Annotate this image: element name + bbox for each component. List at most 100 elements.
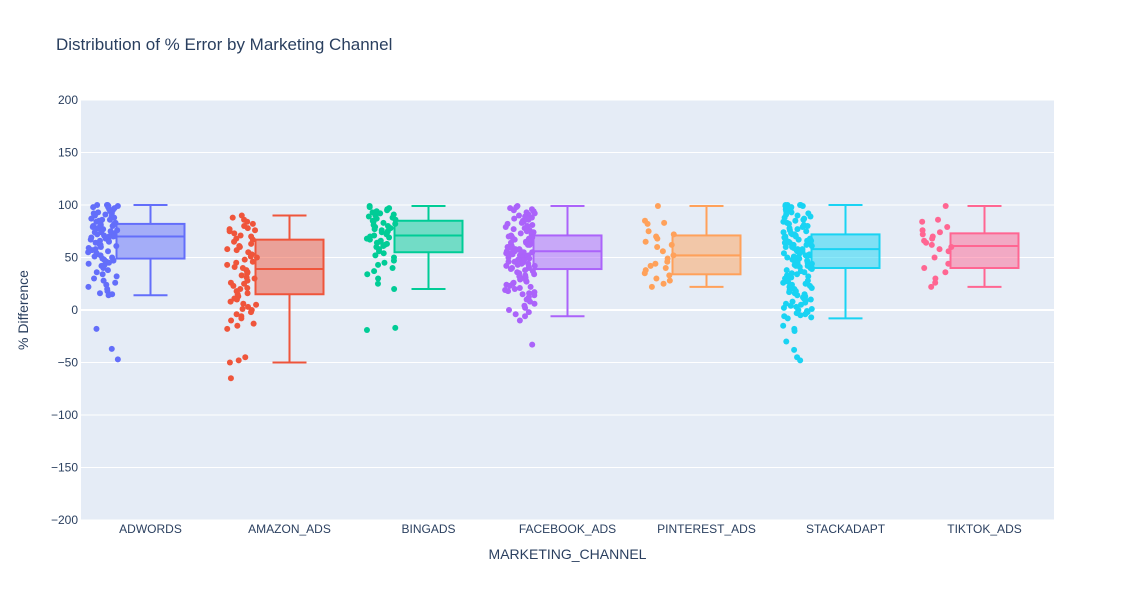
data-point	[807, 214, 813, 220]
data-point	[531, 271, 537, 277]
data-point	[526, 256, 532, 262]
data-point	[800, 217, 806, 223]
data-point	[525, 242, 531, 248]
x-tick-label: FACEBOOK_ADS	[519, 522, 616, 536]
data-point	[789, 209, 795, 215]
data-point	[248, 253, 254, 259]
data-point	[929, 242, 935, 248]
data-point	[935, 217, 941, 223]
data-point	[86, 261, 92, 267]
data-point	[88, 216, 94, 222]
data-point	[942, 269, 948, 275]
data-point	[381, 260, 387, 266]
data-point	[792, 328, 798, 334]
data-point	[375, 276, 381, 282]
data-point	[367, 204, 373, 210]
data-point	[794, 292, 800, 298]
data-point	[808, 297, 814, 303]
data-point	[809, 285, 815, 291]
x-axis-tick-labels: ADWORDS AMAZON_ADS BINGADS FACEBOOK_ADS PINT…	[119, 522, 1022, 536]
data-point	[655, 203, 661, 209]
x-tick-label: STACKADAPT	[806, 522, 886, 536]
data-point	[518, 230, 524, 236]
data-point	[91, 276, 97, 282]
data-point	[920, 231, 926, 237]
data-point	[381, 250, 387, 256]
y-tick-label: 200	[58, 93, 78, 107]
data-point	[228, 299, 234, 305]
data-point	[937, 246, 943, 252]
data-point	[648, 263, 654, 269]
data-point	[654, 236, 660, 242]
data-point	[646, 228, 652, 234]
iqr-box	[117, 224, 185, 259]
data-point	[228, 318, 234, 324]
y-tick-label: 100	[58, 198, 78, 212]
data-point	[944, 224, 950, 230]
data-point	[375, 262, 381, 268]
data-point	[519, 220, 525, 226]
y-tick-label: −50	[58, 356, 79, 370]
iqr-box	[256, 240, 324, 295]
data-point	[224, 326, 230, 332]
data-point	[517, 277, 523, 283]
data-point	[653, 276, 659, 282]
x-axis-title: MARKETING_CHANNEL	[489, 546, 647, 562]
data-point	[524, 279, 530, 285]
data-point	[244, 285, 250, 291]
data-point	[921, 265, 927, 271]
y-tick-label: 150	[58, 146, 78, 160]
data-point	[785, 315, 791, 321]
data-point	[943, 203, 949, 209]
data-point	[507, 283, 513, 289]
data-point	[240, 306, 246, 312]
data-point	[114, 273, 120, 279]
data-point	[791, 347, 797, 353]
data-point	[386, 235, 392, 241]
data-point	[390, 265, 396, 271]
data-point	[227, 360, 233, 366]
data-point	[780, 323, 786, 329]
data-point	[248, 241, 254, 247]
data-point	[529, 342, 535, 348]
data-point	[515, 262, 521, 268]
data-point	[666, 272, 672, 278]
y-tick-label: 0	[71, 303, 78, 317]
data-point	[667, 278, 673, 284]
data-point	[642, 270, 648, 276]
data-point	[392, 325, 398, 331]
iqr-box	[395, 221, 463, 253]
data-point	[228, 375, 234, 381]
data-point	[384, 207, 390, 213]
data-point	[242, 257, 248, 263]
data-point	[513, 311, 519, 317]
y-axis-tick-labels: 200 150 100 50 0 −50 −100 −150 −200	[51, 93, 78, 527]
data-point	[364, 271, 370, 277]
y-axis-title: % Difference	[15, 270, 31, 350]
data-point	[250, 221, 256, 227]
data-point	[102, 211, 108, 217]
data-point	[932, 255, 938, 261]
data-point	[224, 262, 230, 268]
data-point	[928, 284, 934, 290]
data-point	[94, 231, 100, 237]
data-point	[645, 221, 651, 227]
data-point	[531, 292, 537, 298]
data-point	[90, 204, 96, 210]
data-point	[224, 246, 230, 252]
data-point	[372, 226, 378, 232]
data-point	[784, 255, 790, 261]
data-point	[105, 248, 111, 254]
x-tick-label: ADWORDS	[119, 522, 182, 536]
chart-title: Distribution of % Error by Marketing Cha…	[56, 35, 392, 54]
data-point	[780, 280, 786, 286]
data-point	[808, 314, 814, 320]
data-point	[783, 339, 789, 345]
iqr-box	[534, 235, 602, 269]
data-point	[105, 267, 111, 273]
data-point	[234, 247, 240, 253]
data-point	[94, 269, 100, 275]
data-point	[109, 346, 115, 352]
data-point	[112, 280, 118, 286]
